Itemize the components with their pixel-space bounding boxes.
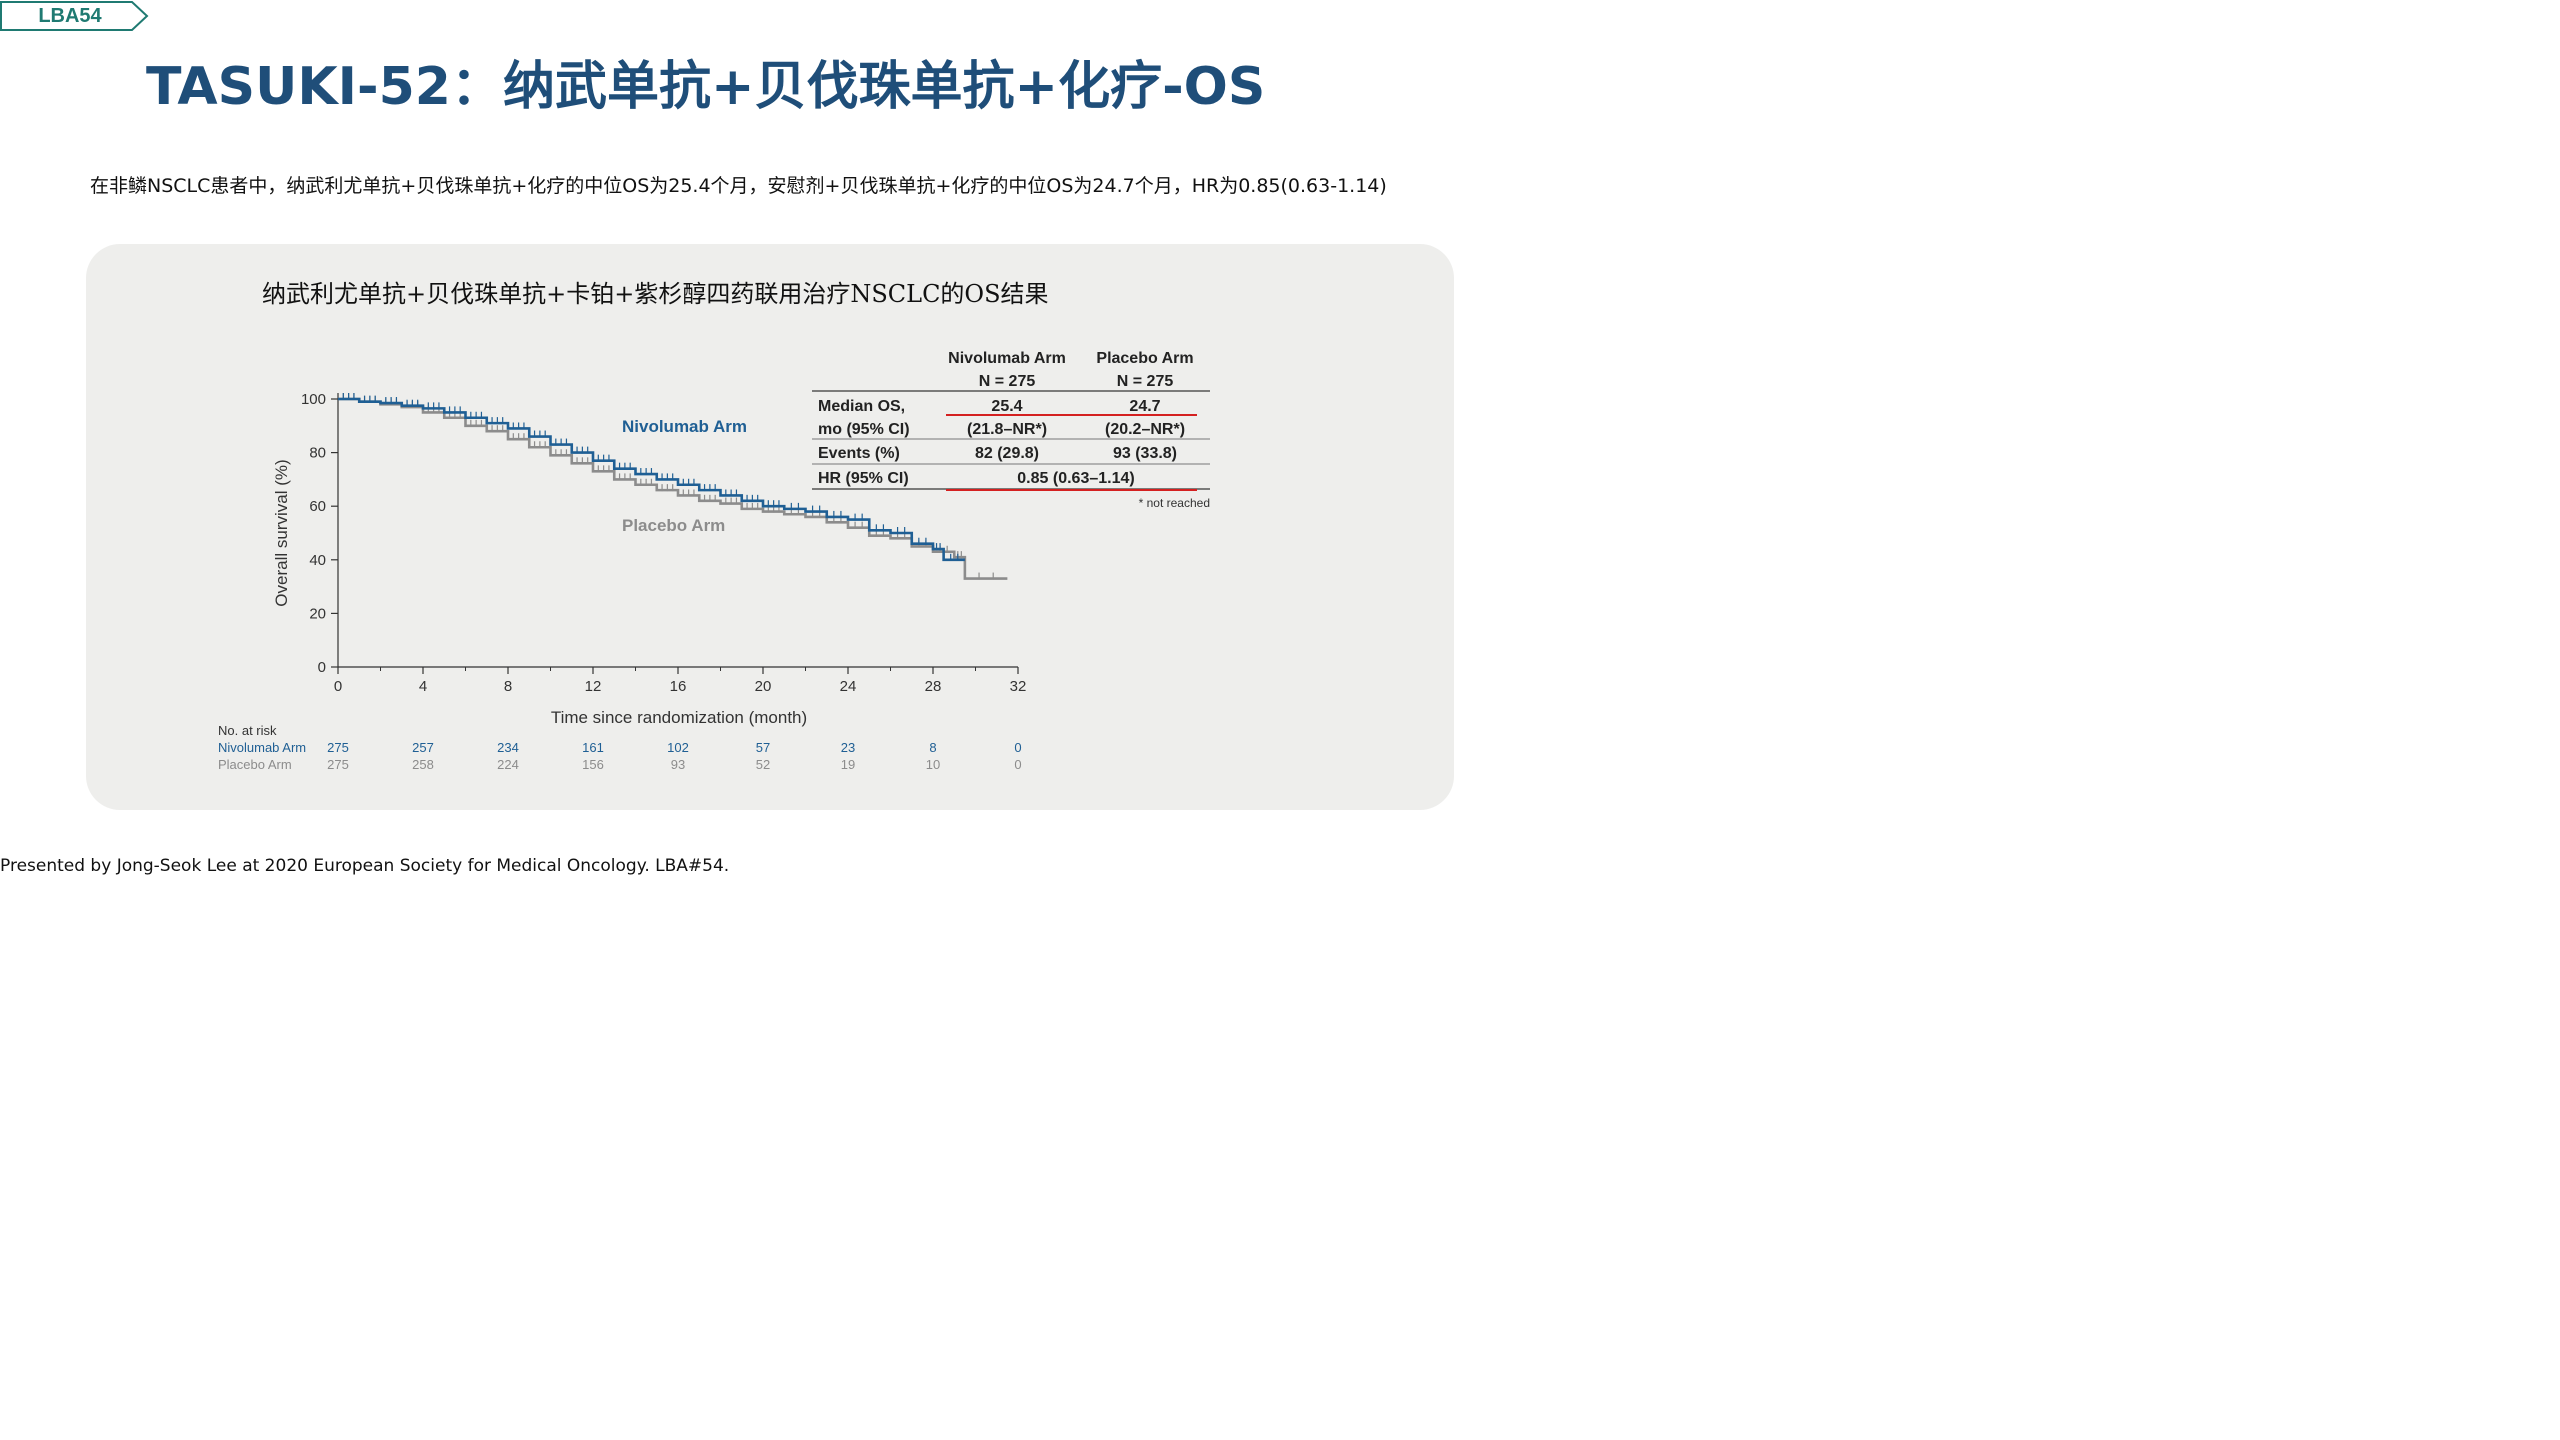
at-risk-value: 257 [412,740,434,755]
at-risk-value: 0 [1014,757,1021,772]
at-risk-value: 258 [412,757,434,772]
at-risk-value: 0 [1014,740,1021,755]
y-tick-label: 0 [318,659,326,676]
at-risk-value: 93 [671,757,685,772]
at-risk-value: 10 [926,757,940,772]
at-risk-value: 234 [497,740,519,755]
table-header-placebo-n: N = 275 [1117,373,1174,390]
km-curve-nivolumab [338,397,965,562]
y-tick-label: 40 [309,552,326,569]
series-label-placebo: Placebo Arm [622,516,725,535]
at-risk-value: 23 [841,740,855,755]
chart-panel [86,244,1454,810]
events-placebo: 93 (33.8) [1113,445,1177,462]
events-nivolumab: 82 (29.8) [975,445,1039,462]
table-header-placebo: Placebo Arm [1096,350,1193,367]
table-footnote: * not reached [1139,496,1210,510]
at-risk-value: 275 [327,740,349,755]
median-os-nivolumab: 25.4 [991,398,1022,415]
table-row-label: Median OS, [818,398,905,415]
x-tick-label: 0 [334,678,342,695]
y-axis-label: Overall survival (%) [272,459,291,606]
x-tick-label: 16 [670,678,687,695]
at-risk-title: No. at risk [218,723,277,738]
at-risk-row-label: Nivolumab Arm [218,740,306,755]
at-risk-row-label: Placebo Arm [218,757,292,772]
median-os-ci-nivolumab: (21.8–NR*) [967,421,1047,438]
hazard-ratio: 0.85 (0.63–1.14) [1017,470,1134,487]
x-tick-label: 32 [1010,678,1027,695]
y-tick-label: 80 [309,445,326,462]
y-tick-label: 60 [309,498,326,515]
at-risk-value: 161 [582,740,604,755]
at-risk-value: 8 [929,740,936,755]
at-risk-value: 19 [841,757,855,772]
median-os-placebo: 24.7 [1129,398,1160,415]
chart-title: 纳武利尤单抗+贝伐珠单抗+卡铂+紫杉醇四药联用治疗NSCLC的OS结果 [262,280,1049,308]
summary-text: 在非鳞NSCLC患者中，纳武利尤单抗+贝伐珠单抗+化疗的中位OS为25.4个月，… [90,175,1387,197]
median-os-ci-placebo: (20.2–NR*) [1105,421,1185,438]
at-risk-value: 156 [582,757,604,772]
footer-citation: Presented by Jong-Seok Lee at 2020 Europ… [0,856,730,876]
at-risk-value: 275 [327,757,349,772]
x-tick-label: 8 [504,678,512,695]
x-tick-label: 20 [755,678,772,695]
x-tick-label: 28 [925,678,942,695]
x-tick-label: 12 [585,678,602,695]
y-tick-label: 20 [309,605,326,622]
table-header-nivolumab-n: N = 275 [979,373,1036,390]
at-risk-value: 52 [756,757,770,772]
at-risk-value: 57 [756,740,770,755]
tag-arrow-shape [0,1,149,31]
at-risk-value: 102 [667,740,689,755]
abstract-tag: LBA54 [0,1,150,31]
table-header-nivolumab: Nivolumab Arm [948,350,1066,367]
y-tick-label: 100 [301,391,326,408]
table-row-label: HR (95% CI) [818,470,909,487]
x-tick-label: 4 [419,678,427,695]
table-row-label: Events (%) [818,445,900,462]
at-risk-value: 224 [497,757,519,772]
x-tick-label: 24 [840,678,857,695]
tag-label: LBA54 [38,5,102,27]
slide-title: TASUKI-52：纳武单抗+贝伐珠单抗+化疗-OS [146,57,1266,117]
series-label-nivolumab: Nivolumab Arm [622,417,747,436]
x-axis-label: Time since randomization (month) [551,708,807,727]
table-row-label: mo (95% CI) [818,421,910,438]
